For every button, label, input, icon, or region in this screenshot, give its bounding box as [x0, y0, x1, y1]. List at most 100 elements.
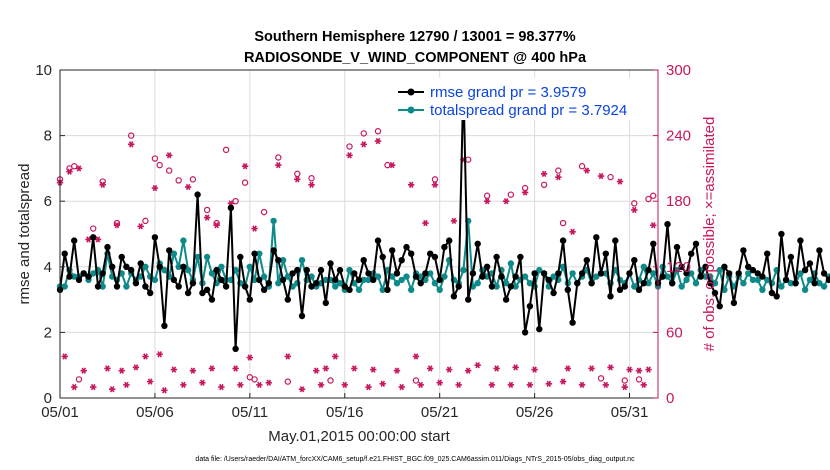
rmse-marker	[137, 260, 144, 267]
totalspread-marker	[645, 280, 652, 287]
obs-assimilated-marker	[502, 198, 510, 205]
rmse-marker	[768, 289, 776, 297]
totalspread-marker	[593, 273, 600, 280]
obs-possible-marker	[260, 208, 268, 216]
x-tick-label: 05/31	[611, 404, 649, 421]
obs-assimilated-marker	[161, 387, 168, 394]
totalspread-marker	[142, 263, 149, 270]
rmse-marker	[569, 319, 576, 326]
obs-assimilated-marker	[137, 223, 144, 230]
rmse-marker	[389, 247, 396, 254]
y-axis-right: 0 60 120 180 240 300	[653, 62, 691, 407]
rmse-marker	[588, 280, 595, 287]
rmse-marker	[507, 283, 515, 290]
totalspread-marker	[403, 273, 410, 280]
obs-assimilated-marker	[607, 364, 614, 371]
obs-assimilated-marker	[218, 383, 225, 391]
totalspread-marker	[275, 280, 282, 287]
obs-possible-marker	[540, 181, 548, 188]
totalspread-marker	[536, 266, 543, 274]
rmse-marker	[749, 266, 757, 274]
obs-assimilated-marker	[294, 176, 301, 183]
rmse-marker	[811, 280, 818, 287]
rmse-marker	[678, 263, 685, 270]
totalspread-marker	[441, 273, 448, 280]
rmse-marker	[346, 286, 353, 293]
obs-assimilated-marker	[232, 365, 239, 372]
totalspread-marker	[507, 260, 515, 267]
obs-assimilated-marker	[265, 379, 273, 386]
rmse-marker	[246, 296, 253, 303]
rmse-marker	[479, 273, 486, 280]
rmse-marker	[825, 276, 830, 284]
rmse-marker	[412, 273, 420, 280]
obs-possible-marker	[578, 163, 586, 170]
rmse-marker	[726, 270, 733, 277]
y-right-tick-label: 240	[666, 128, 691, 145]
totalspread-marker	[284, 273, 291, 280]
legend-rmse-label: rmse grand pr = 3.9579	[430, 84, 586, 101]
rmse-marker	[313, 280, 320, 287]
totalspread-marker	[692, 280, 700, 287]
rmse-marker	[208, 296, 216, 303]
totalspread-marker	[673, 266, 681, 274]
rmse-marker	[631, 257, 638, 264]
rmse-marker	[99, 270, 106, 277]
totalspread-marker	[820, 283, 828, 290]
rmse-marker	[455, 283, 462, 290]
obs-assimilated-marker	[151, 184, 159, 192]
y-left-tick-label: 10	[35, 62, 52, 79]
obs-possible-marker	[151, 155, 159, 162]
obs-possible-marker	[251, 376, 258, 383]
obs-assimilated-marker	[417, 381, 424, 389]
obs-possible-marker	[360, 130, 367, 137]
rmse-marker	[327, 260, 334, 267]
totalspread-marker	[688, 270, 695, 277]
rmse-marker	[80, 270, 87, 277]
rmse-marker	[488, 283, 496, 290]
rmse-marker	[659, 273, 666, 280]
rmse-marker	[156, 263, 163, 270]
rmse-marker	[816, 247, 823, 254]
rmse-marker	[85, 273, 92, 280]
obs-possible-marker	[597, 375, 605, 382]
rmse-marker	[203, 286, 211, 293]
obs-assimilated-marker	[455, 381, 462, 389]
rmse-marker	[550, 289, 557, 297]
rmse-marker	[113, 283, 121, 290]
rmse-marker	[166, 247, 173, 254]
obs-possible-marker	[650, 192, 657, 199]
rmse-marker	[640, 280, 647, 287]
totalspread-marker	[550, 273, 557, 280]
x-tick-label: 05/06	[136, 404, 174, 421]
rmse-marker	[578, 270, 586, 277]
totalspread-marker	[493, 283, 500, 290]
legend-totalspread-label: totalspread grand pr = 3.7924	[430, 102, 627, 119]
totalspread-marker	[393, 280, 401, 287]
totalspread-marker	[431, 280, 439, 287]
rmse-marker	[71, 237, 78, 244]
rmse-marker	[469, 270, 477, 277]
totalspread-marker	[246, 263, 253, 270]
rmse-marker	[521, 329, 529, 336]
rmse-marker	[559, 237, 567, 244]
plot-area	[60, 70, 658, 398]
rmse-marker	[493, 253, 500, 261]
obs-assimilated-marker	[61, 353, 68, 360]
rmse-marker	[498, 273, 505, 280]
totalspread-marker	[474, 280, 481, 287]
obs-assimilated-marker	[298, 386, 306, 393]
totalspread-marker	[90, 270, 97, 277]
obs-assimilated-marker	[237, 381, 244, 389]
totalspread-marker	[759, 286, 766, 293]
obs-possible-marker	[607, 173, 614, 181]
obs-assimilated-marker	[583, 167, 591, 174]
rmse-marker	[483, 263, 491, 270]
obs-assimilated-marker	[431, 181, 439, 188]
totalspread-marker	[194, 253, 201, 261]
chart-title-line-1: Southern Hemisphere 12790 / 13001 = 98.3…	[254, 29, 575, 45]
totalspread-marker	[175, 263, 182, 270]
rmse-marker	[332, 276, 339, 284]
rmse-marker	[673, 243, 681, 251]
obs-assimilated-marker	[631, 206, 638, 214]
